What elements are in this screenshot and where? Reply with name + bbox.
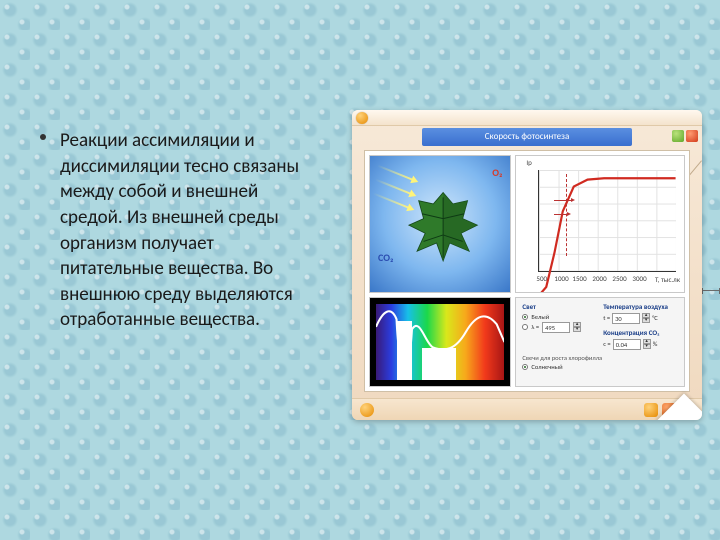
spectrum-curve: [376, 304, 504, 380]
lambda-spinner[interactable]: ▴▾: [573, 322, 581, 333]
light-spectrum: [376, 304, 504, 380]
temp-unit: °C: [652, 314, 658, 322]
light-group-label: Свет: [522, 302, 597, 311]
bottom-orb-icon[interactable]: [360, 403, 374, 417]
co2-label: CO₂: [378, 251, 393, 264]
light-lambda-radio[interactable]: λ = 495▴▾: [522, 322, 597, 333]
minimize-button[interactable]: [672, 130, 684, 142]
bullet-text: Реакции ассимиляции и диссимиляции тесно…: [60, 128, 320, 333]
x-tick: 3000: [632, 274, 646, 283]
temp-prefix: t =: [603, 314, 610, 322]
controls-panel: Свет Белый λ = 495▴▾ Температура воздуха…: [515, 297, 685, 387]
bullet-marker: [40, 134, 46, 140]
app-orb-icon[interactable]: [356, 112, 368, 124]
co2-group-label: Концентрация СО₂: [603, 328, 678, 337]
x-tick: 2000: [592, 274, 606, 283]
app-title: Скорость фотосинтеза: [485, 131, 570, 142]
leaf-visualization-panel: O₂ CO₂: [369, 155, 511, 293]
app-bottombar: [352, 398, 702, 420]
close-button[interactable]: [686, 130, 698, 142]
co2-prefix: с =: [603, 340, 610, 348]
co2-spinner[interactable]: ▴▾: [643, 339, 651, 350]
temperature-group-label: Температура воздуха: [603, 302, 678, 311]
window-controls: [672, 130, 698, 142]
sun-radio[interactable]: Солнечный: [522, 363, 678, 371]
bullet-block: Реакции ассимиляции и диссимиляции тесно…: [60, 128, 320, 333]
temperature-spinner[interactable]: ▴▾: [642, 313, 650, 324]
lambda-input[interactable]: 495: [542, 322, 570, 333]
co2-input[interactable]: 0.04: [613, 339, 641, 350]
chart-dashed-vline: [566, 174, 567, 256]
o2-label: O₂: [492, 166, 502, 179]
rate-chart-panel: Ip T, тыс.лк 500 1000 1500 2000 2500 300…: [515, 155, 685, 293]
margin-ruler-mark: [702, 290, 720, 291]
light-white-radio[interactable]: Белый: [522, 313, 597, 321]
app-topbar: [352, 110, 702, 126]
footer-caption: Свечи для роста хлорофилла: [522, 354, 678, 362]
app-workspace: O₂ CO₂ Ip T, тыс.лк 500 1000 1500 2000 2…: [364, 150, 690, 392]
x-tick: 1500: [572, 274, 586, 283]
x-tick: 2500: [612, 274, 626, 283]
radio-label: λ =: [531, 323, 539, 331]
x-tick: 500: [536, 274, 547, 283]
radio-label: Белый: [531, 313, 549, 321]
y-axis-label: Ip: [526, 158, 531, 167]
app-titlebar[interactable]: Скорость фотосинтеза: [422, 128, 632, 146]
bottombar-button-1[interactable]: [644, 403, 658, 417]
simulation-app-window: Скорость фотосинтеза O₂ CO₂: [352, 110, 702, 420]
light-ray-icon: [377, 165, 415, 182]
leaf-icon: [401, 186, 485, 268]
x-tick: 1000: [554, 274, 568, 283]
temperature-input[interactable]: 30: [612, 313, 640, 324]
spectrum-panel: [369, 297, 511, 387]
slide: Реакции ассимиляции и диссимиляции тесно…: [0, 0, 720, 540]
radio-label: Солнечный: [531, 363, 562, 371]
chart-annotation-arrow: [554, 200, 572, 201]
co2-unit: %: [653, 340, 658, 348]
